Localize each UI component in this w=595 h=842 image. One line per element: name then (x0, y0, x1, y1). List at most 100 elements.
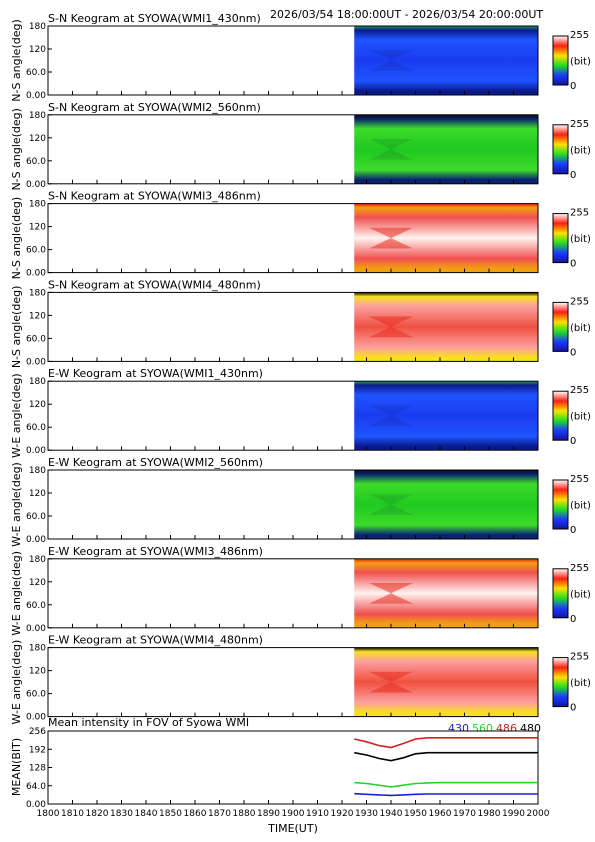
y-tick-label: 0.00 (26, 624, 46, 634)
keogram-feature (369, 50, 413, 71)
x-tick-label: 1840 (135, 809, 158, 819)
y-tick-label: 180 (29, 22, 46, 32)
y-tick-label: 120 (29, 489, 46, 499)
y-tick-label: 120 (29, 223, 46, 233)
colorbar-min-label: 0 (570, 170, 576, 181)
colorbar (552, 657, 569, 708)
y-tick-label: 60.0 (26, 246, 46, 256)
x-tick-label: 1800 (37, 809, 60, 819)
keogram-title: E-W Keogram at SYOWA(WMI2_560nm) (48, 456, 263, 469)
y-tick-label: 120 (29, 667, 46, 677)
keogram-feature (369, 671, 413, 693)
keogram-y-label: W-E angle(deg) (10, 462, 23, 547)
series-line-480 (354, 751, 538, 762)
mean-chart-y-label: MEAN(BIT) (10, 738, 23, 796)
keogram-image (354, 558, 538, 628)
colorbar (552, 124, 569, 175)
y-tick-label: 120 (29, 134, 46, 144)
colorbar-max-label: 255 (570, 563, 589, 574)
y-tick-label: 120 (29, 400, 46, 410)
x-tick-label: 1850 (159, 809, 182, 819)
keogram-title: S-N Keogram at SYOWA(WMI2_560nm) (48, 101, 261, 114)
colorbar-max-label: 255 (570, 385, 589, 396)
x-tick-label: 1870 (208, 809, 231, 819)
y-tick-label: 180 (29, 555, 46, 565)
y-tick-label: 0.00 (26, 180, 46, 190)
y-tick-label: 60.0 (26, 68, 46, 78)
keogram-image (354, 114, 538, 184)
colorbar-unit-label: (bit) (570, 234, 591, 245)
mean-chart-y-ticks: 256 192 128 64.0 0.00 (26, 727, 52, 810)
keogram-title: E-W Keogram at SYOWA(WMI3_486nm) (48, 545, 263, 558)
x-tick-label: 1940 (380, 809, 403, 819)
keogram-y-label: N-S angle(deg) (10, 286, 23, 369)
colorbar-max-label: 255 (570, 652, 589, 663)
colorbar-min-label: 0 (570, 614, 576, 625)
y-tick-label: 180 (29, 111, 46, 121)
keogram-y-label: W-E angle(deg) (10, 373, 23, 458)
keogram-image (354, 203, 538, 273)
mean-chart-frame (47, 730, 539, 805)
keogram-image (354, 381, 538, 451)
keogram-y-label: N-S angle(deg) (10, 197, 23, 280)
colorbar (552, 568, 569, 619)
x-tick-label: 1970 (453, 809, 476, 819)
keogram-y-label: N-S angle(deg) (10, 108, 23, 191)
keogram-feature (369, 582, 413, 604)
x-tick-label: 1890 (257, 809, 280, 819)
x-tick-label: 1980 (478, 809, 501, 819)
x-tick-label: 1920 (331, 809, 354, 819)
colorbar-unit-label: (bit) (570, 501, 591, 512)
mean-chart-lines (354, 736, 538, 797)
colorbar-max-label: 255 (570, 474, 589, 485)
keogram-panel: S-N Keogram at SYOWA(WMI1_430nm)180 120 60… (10, 12, 591, 102)
keogram-image (354, 26, 538, 95)
keogram-panel: S-N Keogram at SYOWA(WMI2_560nm)180 120 60… (10, 101, 591, 191)
x-tick-label: 1960 (429, 809, 452, 819)
keogram-image (354, 647, 538, 717)
colorbar (552, 479, 569, 530)
series-line-430 (354, 792, 538, 797)
keogram-panel: E-W Keogram at SYOWA(WMI3_486nm)180 120 60… (10, 545, 591, 636)
keogram-y-label: W-E angle(deg) (10, 640, 23, 725)
y-tick-label: 180 (29, 644, 46, 654)
colorbar-unit-label: (bit) (570, 589, 591, 600)
colorbar-max-label: 255 (570, 119, 589, 130)
colorbar-unit-label: (bit) (570, 145, 591, 156)
y-tick-label: 192 (29, 745, 46, 755)
x-tick-label: 1810 (61, 809, 84, 819)
x-tick-label: 1990 (502, 809, 525, 819)
keogram-panel: E-W Keogram at SYOWA(WMI2_560nm)180 120 60… (10, 456, 591, 547)
time-range-label: 2026/03/54 18:00:00UT - 2026/03/54 20:00… (270, 8, 543, 21)
x-tick-label: 1900 (282, 809, 305, 819)
x-tick-label: 1950 (404, 809, 427, 819)
keogram-feature (369, 138, 413, 160)
keogram-title: S-N Keogram at SYOWA(WMI1_430nm) (48, 12, 261, 25)
y-tick-label: 0.00 (26, 269, 46, 279)
colorbar-max-label: 255 (570, 30, 589, 41)
y-tick-label: 60.0 (26, 423, 46, 433)
y-tick-label: 60.0 (26, 512, 46, 522)
colorbar-unit-label: (bit) (570, 678, 591, 689)
x-tick-label: 1930 (355, 809, 378, 819)
x-tick-label: 1910 (306, 809, 329, 819)
y-tick-label: 60.0 (26, 690, 46, 700)
y-tick-label: 120 (29, 578, 46, 588)
keogram-title: E-W Keogram at SYOWA(WMI1_430nm) (48, 367, 263, 380)
keogram-panel: E-W Keogram at SYOWA(WMI1_430nm)180 120 60… (10, 367, 591, 458)
keogram-panel: E-W Keogram at SYOWA(WMI4_480nm)180 120 60… (10, 634, 591, 725)
series-line-560 (354, 781, 538, 788)
keogram-image (354, 470, 538, 539)
keogram-panel: S-N Keogram at SYOWA(WMI4_480nm)180 120 60… (10, 278, 591, 368)
x-tick-label: 1820 (86, 809, 109, 819)
keogram-panel: S-N Keogram at SYOWA(WMI3_486nm)180 120 60… (10, 190, 591, 280)
y-tick-label: 180 (29, 466, 46, 476)
colorbar-unit-label: (bit) (570, 57, 591, 68)
y-tick-label: 0.00 (26, 446, 46, 456)
y-tick-label: 0.00 (26, 535, 46, 545)
colorbar-min-label: 0 (570, 703, 576, 714)
keogram-y-label: N-S angle(deg) (10, 19, 23, 102)
mean-intensity-chart: Mean intensity in FOV of Syowa WMI 430 56… (10, 716, 550, 835)
y-tick-label: 180 (29, 377, 46, 387)
